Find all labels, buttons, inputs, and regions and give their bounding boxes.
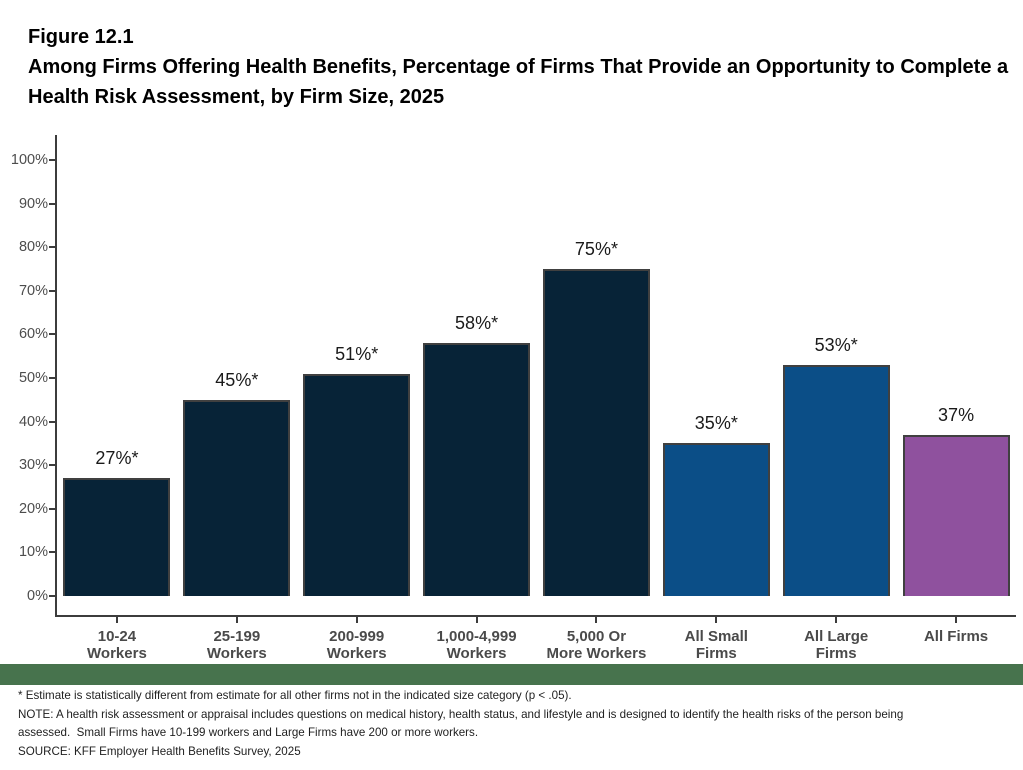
bar	[183, 399, 291, 596]
bar	[63, 478, 171, 596]
x-tick-mark	[115, 617, 118, 623]
category-label: 200-999 Workers	[326, 628, 387, 662]
x-tick-mark	[955, 617, 958, 623]
figure-title: Among Firms Offering Health Benefits, Pe…	[28, 56, 1009, 108]
footnotes: * Estimate is statistically different fr…	[18, 687, 978, 761]
bar	[423, 343, 531, 596]
y-tick-mark	[49, 159, 55, 161]
y-tick-mark	[49, 507, 55, 510]
y-tick-label: 60%	[18, 326, 48, 343]
title-block: Figure 12.1 Among Firms Offering Health …	[28, 22, 1013, 112]
x-tick-mark	[595, 617, 598, 623]
y-tick-mark	[49, 246, 55, 249]
footnote-source: SOURCE: KFF Employer Health Benefits Sur…	[18, 744, 301, 758]
category-label: 5,000 Or More Workers	[546, 628, 647, 662]
bar	[782, 364, 890, 596]
y-tick-label: 30%	[18, 457, 48, 474]
bar-value-label: 53%*	[814, 334, 858, 355]
bar	[303, 373, 411, 596]
figure-number: Figure 12.1	[28, 26, 134, 48]
y-tick-label: 50%	[18, 370, 48, 386]
category-label: All Firms	[923, 628, 989, 645]
y-tick-label: 0%	[27, 588, 48, 604]
footnote-asterisk: * Estimate is statistically different fr…	[18, 689, 572, 702]
y-tick-label: 100%	[10, 152, 48, 168]
bar	[902, 434, 1010, 596]
x-axis-line	[55, 615, 1016, 617]
bar	[542, 269, 650, 596]
y-tick-label: 20%	[18, 500, 48, 517]
x-tick-mark	[235, 617, 238, 623]
y-tick-mark	[49, 595, 55, 597]
y-tick-mark	[49, 377, 55, 379]
y-tick-mark	[49, 202, 55, 205]
category-label: 10-24 Workers	[87, 628, 147, 662]
category-label: 1,000-4,999 Workers	[436, 628, 517, 662]
bar-value-label: 51%*	[335, 343, 379, 364]
y-tick-mark	[49, 464, 55, 467]
x-tick-mark	[715, 617, 718, 623]
bar	[662, 443, 770, 596]
footnote-note: NOTE: A health risk assessment or apprai…	[18, 707, 907, 740]
bar-value-label: 45%*	[215, 369, 259, 390]
bar-value-label: 37%	[938, 404, 975, 425]
bar-value-label: 27%*	[95, 448, 139, 469]
y-tick-mark	[49, 333, 55, 336]
y-tick-label: 90%	[18, 195, 48, 212]
category-label: All Small Firms	[684, 628, 748, 662]
category-label: 25-199 Workers	[206, 628, 267, 662]
y-tick-label: 10%	[18, 544, 48, 561]
y-tick-mark	[49, 420, 55, 423]
category-label: All Large Firms	[804, 628, 869, 662]
y-axis-line	[55, 135, 57, 617]
bar-value-label: 58%*	[455, 313, 499, 334]
x-tick-mark	[835, 617, 838, 623]
y-tick-mark	[49, 551, 55, 554]
x-tick-mark	[355, 617, 358, 623]
x-tick-mark	[475, 617, 478, 623]
bar-value-label: 75%*	[574, 239, 618, 259]
y-tick-label: 40%	[18, 413, 48, 430]
bar-value-label: 35%*	[694, 413, 738, 434]
footer-band	[0, 664, 1023, 685]
y-tick-label: 80%	[18, 239, 48, 256]
y-tick-label: 70%	[18, 282, 48, 299]
y-tick-mark	[49, 289, 55, 292]
